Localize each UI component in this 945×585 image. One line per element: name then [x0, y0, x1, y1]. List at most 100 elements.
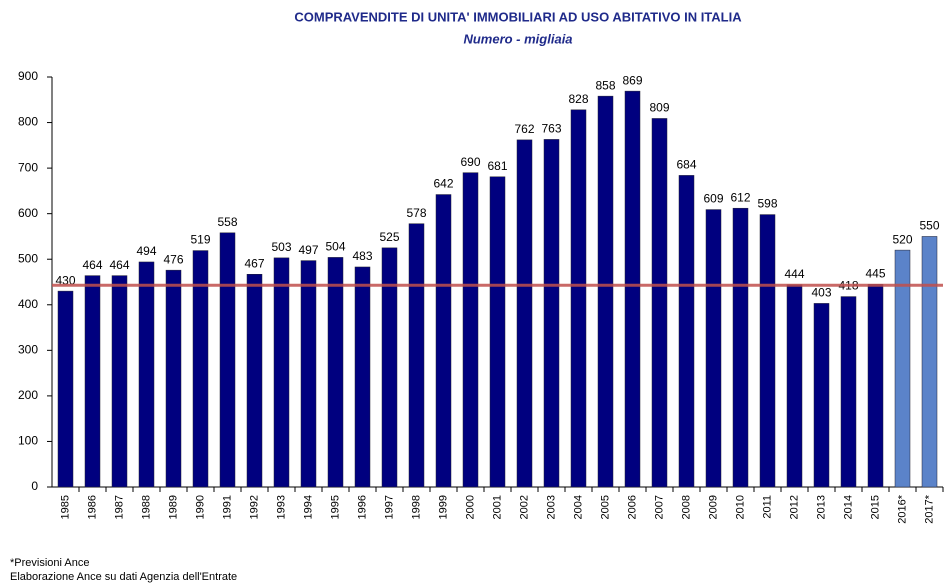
x-tick-label: 1994 [302, 495, 314, 519]
x-tick-label: 1995 [329, 495, 341, 519]
data-label: 763 [541, 122, 561, 136]
bar [732, 207, 749, 488]
data-label: 762 [514, 122, 534, 136]
data-label: 494 [136, 244, 156, 258]
y-tick-label: 400 [18, 297, 38, 311]
bar [597, 95, 614, 488]
bar [489, 176, 506, 488]
y-tick-label: 100 [18, 434, 38, 448]
data-label: 578 [406, 206, 426, 220]
note: Elaborazione Ance su dati Agenzia dell'E… [10, 571, 237, 583]
x-tick-label: 2005 [599, 495, 611, 519]
x-tick-label: 2016* [896, 494, 908, 523]
data-label: 525 [379, 230, 399, 244]
x-tick-label: 1989 [167, 495, 179, 519]
y-tick-label: 600 [18, 206, 38, 220]
data-label: 403 [811, 286, 831, 300]
data-label: 690 [460, 155, 480, 169]
data-label: 503 [271, 240, 291, 254]
chart-title: COMPRAVENDITE DI UNITA' IMMOBILIARI AD U… [294, 9, 742, 24]
bar [813, 303, 830, 488]
chart-subtitle: Numero - migliaia [463, 31, 572, 46]
bar [327, 257, 344, 488]
y-tick-label: 700 [18, 160, 38, 174]
x-tick-label: 2010 [734, 495, 746, 519]
data-label: 684 [676, 158, 696, 172]
bar [138, 261, 155, 488]
x-tick-label: 1998 [410, 495, 422, 519]
y-tick-label: 900 [18, 69, 38, 83]
bar [300, 260, 317, 488]
bar [435, 194, 452, 488]
data-label: 476 [163, 252, 183, 266]
bar [543, 139, 560, 488]
x-tick-label: 2012 [788, 495, 800, 519]
data-label: 464 [82, 258, 102, 272]
bar [273, 257, 290, 488]
data-label: 828 [568, 92, 588, 106]
bar [759, 214, 776, 488]
y-tick-label: 500 [18, 251, 38, 265]
x-tick-label: 2002 [518, 495, 530, 519]
data-label: 598 [757, 197, 777, 211]
data-label: 869 [622, 73, 642, 87]
y-tick-label: 800 [18, 115, 38, 129]
x-tick-label: 1991 [221, 495, 233, 519]
x-tick-label: 2013 [815, 495, 827, 519]
x-tick-label: 1987 [113, 495, 125, 519]
note: *Previsioni Ance [10, 557, 90, 569]
bar [246, 274, 263, 488]
x-tick-label: 1993 [275, 495, 287, 519]
x-tick-label: 1999 [437, 495, 449, 519]
x-tick-label: 2003 [545, 495, 557, 519]
data-label: 809 [649, 101, 669, 115]
x-tick-label: 1996 [356, 495, 368, 519]
data-label: 444 [784, 267, 804, 281]
bar [57, 290, 74, 488]
x-tick-label: 1985 [59, 495, 71, 519]
bar [678, 175, 695, 488]
bar [381, 247, 398, 488]
data-label: 483 [352, 249, 372, 263]
x-tick-label: 2007 [653, 495, 665, 519]
bar [921, 236, 938, 488]
x-tick-label: 2011 [761, 495, 773, 519]
y-tick-label: 200 [18, 388, 38, 402]
data-label: 445 [865, 266, 885, 280]
x-tick-label: 2008 [680, 495, 692, 519]
y-tick-label: 0 [31, 479, 38, 493]
data-label: 504 [325, 240, 345, 254]
data-label: 609 [703, 192, 723, 206]
bar [651, 118, 668, 488]
x-tick-label: 2006 [626, 495, 638, 519]
data-label: 642 [433, 177, 453, 191]
data-label: 519 [190, 233, 210, 247]
bar [840, 296, 857, 488]
x-tick-label: 2015 [869, 495, 881, 519]
data-label: 497 [298, 243, 318, 257]
data-label: 520 [892, 232, 912, 246]
x-tick-label: 1990 [194, 495, 206, 519]
data-label: 612 [730, 190, 750, 204]
bar [570, 109, 587, 488]
x-tick-label: 1992 [248, 495, 260, 519]
x-tick-label: 2001 [491, 495, 503, 519]
x-tick-label: 2017* [923, 494, 935, 523]
bar [786, 284, 803, 488]
data-label: 464 [109, 258, 129, 272]
x-tick-label: 2000 [464, 495, 476, 519]
x-tick-label: 1997 [383, 495, 395, 519]
x-tick-label: 2004 [572, 495, 584, 519]
data-label: 467 [244, 256, 264, 270]
data-label: 681 [487, 159, 507, 173]
bar [624, 90, 641, 488]
bar [408, 223, 425, 488]
bar [516, 139, 533, 488]
y-tick-label: 300 [18, 343, 38, 357]
bar [462, 172, 479, 488]
x-tick-label: 2009 [707, 495, 719, 519]
bar [354, 266, 371, 488]
bar [894, 249, 911, 488]
bar [867, 284, 884, 488]
